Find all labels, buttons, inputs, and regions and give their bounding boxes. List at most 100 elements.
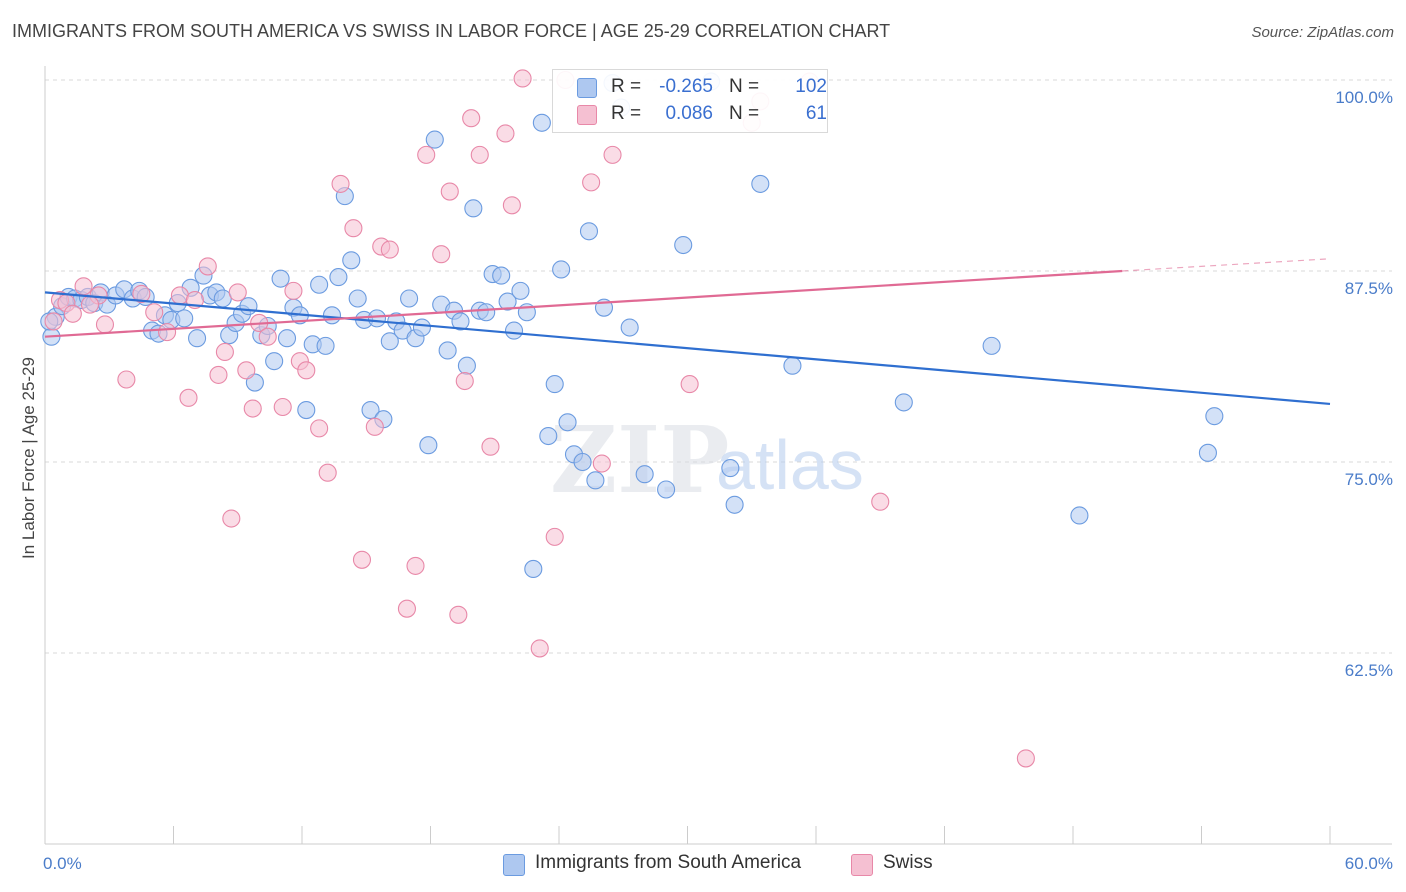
point-south-america bbox=[310, 275, 329, 294]
point-south-america bbox=[367, 309, 387, 328]
point-south-america bbox=[175, 309, 194, 328]
legend-r-value: 0.086 bbox=[665, 103, 713, 124]
point-south-america bbox=[524, 559, 543, 579]
bottom-legend-label: Swiss bbox=[883, 852, 933, 873]
point-south-america bbox=[573, 452, 592, 472]
point-swiss bbox=[297, 361, 316, 380]
point-swiss bbox=[95, 315, 115, 334]
point-south-america bbox=[982, 336, 1001, 355]
point-swiss bbox=[455, 371, 474, 391]
point-south-america bbox=[322, 306, 342, 325]
point-south-america bbox=[342, 251, 361, 270]
point-south-america bbox=[504, 321, 524, 340]
legend-n-label: N = bbox=[729, 103, 760, 124]
x-tick-label: 60.0% bbox=[1345, 854, 1393, 873]
point-south-america bbox=[1198, 443, 1217, 462]
trend-lines bbox=[44, 258, 1331, 406]
y-tick-label: 87.5% bbox=[1345, 279, 1393, 298]
point-swiss bbox=[352, 550, 372, 569]
point-south-america bbox=[188, 329, 207, 348]
point-south-america bbox=[721, 459, 740, 478]
point-swiss bbox=[258, 327, 277, 346]
point-south-america bbox=[348, 289, 367, 308]
axes bbox=[44, 66, 1392, 845]
point-south-america bbox=[477, 303, 496, 322]
point-swiss bbox=[406, 556, 425, 575]
point-swiss bbox=[496, 124, 515, 143]
point-swiss bbox=[198, 257, 217, 276]
point-swiss bbox=[318, 463, 337, 482]
point-swiss bbox=[462, 109, 481, 128]
point-south-america bbox=[539, 426, 558, 446]
point-south-america bbox=[558, 413, 577, 432]
y-tick-label: 75.0% bbox=[1345, 470, 1393, 489]
legend-n-label: N = bbox=[729, 76, 760, 97]
point-swiss bbox=[179, 388, 198, 407]
point-swiss bbox=[397, 599, 416, 618]
point-south-america bbox=[657, 480, 676, 499]
trend-line-swiss bbox=[44, 269, 1123, 338]
chart-title: IMMIGRANTS FROM SOUTH AMERICA VS SWISS I… bbox=[12, 21, 891, 41]
legend-n-value: 102 bbox=[795, 76, 827, 97]
point-swiss bbox=[481, 437, 500, 456]
point-swiss bbox=[215, 342, 234, 362]
point-south-america bbox=[635, 465, 654, 484]
point-south-america bbox=[783, 356, 802, 375]
trend-line-south-america bbox=[44, 291, 1331, 406]
point-south-america bbox=[1070, 506, 1089, 525]
point-swiss bbox=[470, 145, 489, 164]
point-south-america bbox=[297, 400, 316, 420]
point-swiss bbox=[132, 284, 151, 303]
point-swiss bbox=[603, 145, 622, 164]
point-south-america bbox=[498, 292, 517, 311]
point-south-america bbox=[586, 471, 605, 490]
point-south-america bbox=[329, 268, 348, 287]
point-swiss bbox=[530, 639, 549, 658]
bottom-legend-swatch-pink bbox=[851, 854, 873, 876]
point-swiss bbox=[222, 509, 241, 528]
point-swiss bbox=[545, 527, 564, 546]
watermark: ZIP atlas bbox=[550, 406, 864, 514]
point-south-america bbox=[316, 336, 335, 355]
point-swiss bbox=[502, 196, 521, 215]
point-swiss bbox=[74, 277, 93, 296]
point-swiss bbox=[243, 399, 262, 418]
point-south-america bbox=[271, 269, 290, 288]
point-swiss bbox=[209, 365, 228, 384]
point-south-america bbox=[725, 495, 744, 514]
point-swiss bbox=[44, 312, 63, 331]
point-south-america bbox=[552, 260, 571, 279]
point-swiss bbox=[871, 492, 890, 511]
legend-swatch-pink bbox=[577, 105, 597, 125]
bottom-legend-swatch-blue bbox=[503, 854, 525, 876]
point-south-america bbox=[245, 373, 264, 392]
point-south-america bbox=[620, 318, 639, 337]
y-tick-label: 62.5% bbox=[1345, 661, 1393, 680]
point-south-america bbox=[419, 436, 438, 455]
point-swiss bbox=[365, 417, 384, 436]
point-south-america bbox=[511, 281, 530, 300]
point-swiss bbox=[417, 145, 436, 164]
legend-r-label: R = bbox=[611, 103, 642, 124]
point-south-america bbox=[425, 130, 444, 149]
point-south-america bbox=[894, 393, 913, 412]
x-tick-label: 0.0% bbox=[43, 854, 82, 873]
legend-swatch-blue bbox=[577, 78, 597, 98]
point-swiss bbox=[158, 323, 177, 342]
point-south-america bbox=[412, 318, 431, 337]
point-south-america bbox=[451, 312, 470, 331]
point-swiss bbox=[380, 240, 399, 259]
point-south-america bbox=[380, 332, 399, 351]
point-swiss bbox=[449, 605, 468, 624]
point-swiss bbox=[284, 281, 303, 300]
point-south-america bbox=[579, 222, 599, 241]
point-swiss bbox=[440, 182, 459, 201]
source-credit: Source: ZipAtlas.com bbox=[1251, 24, 1394, 41]
point-south-america bbox=[532, 113, 551, 132]
point-swiss bbox=[331, 174, 350, 193]
point-south-america bbox=[464, 199, 483, 218]
legend-n-value: 61 bbox=[805, 103, 827, 124]
point-south-america bbox=[1205, 407, 1224, 426]
point-swiss bbox=[310, 419, 329, 438]
point-south-america bbox=[457, 356, 476, 375]
